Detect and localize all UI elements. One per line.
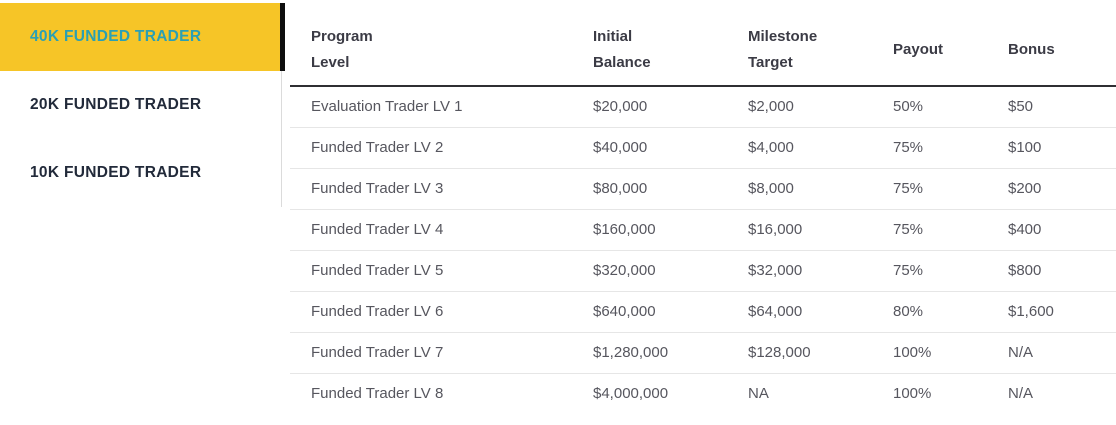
sidebar: 40K FUNDED TRADER 20K FUNDED TRADER 10K FU…	[0, 3, 285, 207]
table-cell: $200	[1008, 180, 1042, 197]
table-cell: Funded Trader LV 4	[311, 221, 444, 238]
table-cell: $1,600	[1008, 303, 1054, 320]
table-row: Funded Trader LV 2 $40,000 $4,000 75% $100	[290, 127, 1116, 168]
table-cell: Funded Trader LV 8	[311, 385, 444, 403]
table-cell: $800	[1008, 262, 1042, 279]
table-row: Funded Trader LV 4 $160,000 $16,000 75% $400	[290, 209, 1116, 250]
table-cell: N/A	[1008, 344, 1034, 361]
table-cell: 80%	[893, 303, 924, 320]
table-cell: $100	[1008, 139, 1042, 156]
table-cell: NA	[748, 385, 769, 403]
table-cell: 75%	[893, 262, 924, 279]
sidebar-tab-label: 10K FUNDED TRADER	[30, 164, 202, 181]
table-body: Evaluation Trader LV 1 $20,000 $2,000 50% $5…	[290, 86, 1116, 414]
table-row: Funded Trader LV 3 $80,000 $8,000 75% $200	[290, 168, 1116, 209]
table-header-row: Program Level Initial Balance Milestone Ta…	[290, 0, 1116, 87]
table-cell: $2,000	[748, 98, 794, 116]
table-cell: $128,000	[748, 344, 811, 361]
table-cell: $4,000	[748, 139, 794, 156]
table-cell: Funded Trader LV 7	[311, 344, 444, 361]
table-cell: $160,000	[593, 221, 656, 238]
table-cell: $320,000	[593, 262, 656, 279]
table-row: Funded Trader LV 6 $640,000 $64,000 80% $1,6…	[290, 291, 1116, 332]
table-row: Funded Trader LV 8 $4,000,000 NA 100% N/A	[290, 373, 1116, 414]
table-cell: 50%	[893, 98, 924, 116]
column-header: Bonus	[1008, 0, 1116, 87]
table-cell: $4,000,000	[593, 385, 669, 403]
table-cell: $20,000	[593, 98, 648, 116]
column-header: Program Level	[290, 0, 593, 87]
table-cell: $640,000	[593, 303, 656, 320]
table-cell: 100%	[893, 344, 932, 361]
table-cell: $400	[1008, 221, 1042, 238]
table-cell: Funded Trader LV 5	[311, 262, 444, 279]
table-cell: $8,000	[748, 180, 794, 197]
column-header: Milestone Target	[748, 0, 893, 87]
column-header: Initial Balance	[593, 0, 748, 87]
sidebar-tab-20k[interactable]: 20K FUNDED TRADER	[0, 71, 281, 139]
table-cell: $16,000	[748, 221, 803, 238]
table-row: Funded Trader LV 7 $1,280,000 $128,000 100%…	[290, 332, 1116, 373]
table-cell: $64,000	[748, 303, 803, 320]
table-cell: $80,000	[593, 180, 648, 197]
table-cell: N/A	[1008, 385, 1034, 403]
table-cell: Funded Trader LV 3	[311, 180, 444, 197]
program-table-container: Program Level Initial Balance Milestone Ta…	[290, 0, 1116, 414]
table-cell: $40,000	[593, 139, 648, 156]
sidebar-tab-10k[interactable]: 10K FUNDED TRADER	[0, 139, 281, 207]
column-header: Payout	[893, 0, 1008, 87]
table-cell: Evaluation Trader LV 1	[311, 98, 463, 116]
sidebar-tab-40k[interactable]: 40K FUNDED TRADER	[0, 3, 285, 71]
table-row: Funded Trader LV 5 $320,000 $32,000 75% $800	[290, 250, 1116, 291]
table-cell: $50	[1008, 98, 1034, 116]
table-cell: $1,280,000	[593, 344, 669, 361]
table-cell: 75%	[893, 139, 924, 156]
table-cell: Funded Trader LV 6	[311, 303, 444, 320]
sidebar-tab-label: 20K FUNDED TRADER	[30, 96, 202, 113]
table-cell: Funded Trader LV 2	[311, 139, 444, 156]
sidebar-tab-label: 40K FUNDED TRADER	[30, 28, 202, 45]
table-cell: 75%	[893, 221, 924, 238]
table-cell: 75%	[893, 180, 924, 197]
table-cell: $32,000	[748, 262, 803, 279]
table-cell: 100%	[893, 385, 932, 403]
table-row: Evaluation Trader LV 1 $20,000 $2,000 50% $5…	[290, 86, 1116, 127]
program-table: Program Level Initial Balance Milestone Ta…	[290, 0, 1116, 414]
